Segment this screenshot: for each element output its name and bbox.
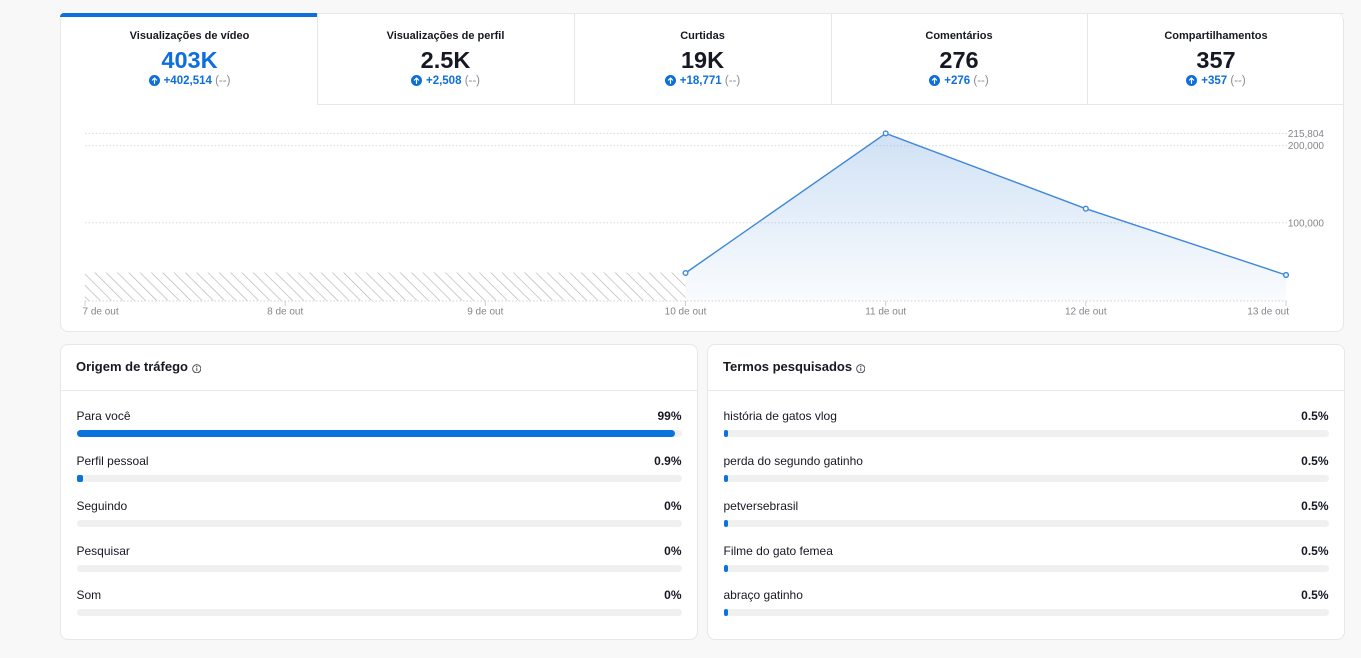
svg-text:215,804: 215,804 (1288, 129, 1325, 140)
svg-text:12 de out: 12 de out (1065, 307, 1107, 318)
svg-text:100,000: 100,000 (1288, 218, 1325, 229)
svg-text:200,000: 200,000 (1288, 141, 1325, 152)
svg-text:13 de out: 13 de out (1247, 307, 1289, 318)
svg-text:9 de out: 9 de out (467, 307, 503, 318)
svg-text:8 de out: 8 de out (267, 307, 303, 318)
svg-text:10 de out: 10 de out (665, 307, 707, 318)
svg-text:11 de out: 11 de out (865, 307, 906, 318)
svg-text:7 de out: 7 de out (83, 307, 119, 318)
